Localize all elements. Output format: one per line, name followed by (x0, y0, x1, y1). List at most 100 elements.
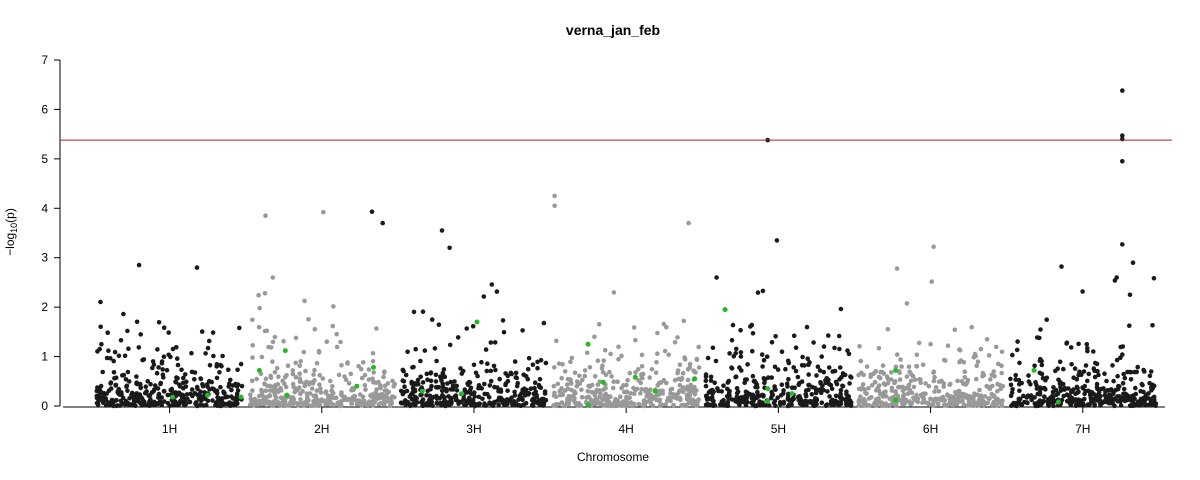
snp-point (270, 359, 275, 364)
snp-point (121, 311, 126, 317)
snp-point (400, 367, 406, 373)
snp-point (655, 383, 660, 388)
snp-point (260, 392, 265, 398)
snp-point (125, 369, 131, 375)
snp-point (119, 392, 124, 398)
snp-point (488, 378, 494, 384)
snp-point (551, 383, 557, 389)
snp-point (857, 344, 862, 349)
snp-point (660, 391, 665, 396)
snp-point (821, 369, 827, 375)
snp-point (572, 370, 578, 376)
snp-point (489, 282, 495, 287)
x-tick-label: 7H (1075, 422, 1090, 436)
snp-point (577, 381, 583, 386)
snp-point (358, 366, 364, 372)
highlighted-snp-point (354, 383, 360, 389)
snp-point (600, 397, 605, 402)
snp-point (175, 362, 181, 368)
snp-point (226, 367, 231, 373)
snp-point (281, 339, 286, 344)
snp-point (1095, 386, 1100, 392)
snp-point (180, 380, 186, 386)
snp-point (326, 400, 332, 405)
snp-point (432, 346, 438, 351)
snp-point (276, 374, 281, 380)
snp-point (206, 338, 212, 344)
snp-point (724, 394, 730, 399)
highlighted-snp-point (765, 386, 771, 392)
notable-snp-point (931, 244, 936, 250)
snp-point (1055, 391, 1061, 396)
snp-point (475, 373, 480, 379)
snp-point (1121, 391, 1126, 397)
snp-point (874, 400, 879, 405)
snp-point (1085, 402, 1091, 407)
snp-point (653, 370, 659, 376)
snp-point (893, 389, 898, 394)
snp-point (505, 373, 511, 379)
snp-point (99, 341, 104, 347)
snp-point (899, 364, 904, 369)
snp-point (995, 396, 1000, 402)
snp-point (683, 402, 688, 408)
notable-snp-point (321, 209, 326, 215)
snp-point (302, 381, 307, 386)
snp-point (215, 398, 220, 404)
snp-point (1133, 385, 1138, 391)
snp-point (500, 318, 506, 323)
snp-point (876, 346, 882, 351)
snp-point (584, 350, 590, 356)
snp-point (814, 373, 819, 378)
snp-point (758, 403, 763, 408)
snp-point (1142, 369, 1147, 374)
snp-point (595, 358, 601, 364)
snp-point (151, 401, 157, 407)
snp-point (743, 403, 749, 408)
notable-snp-point (552, 203, 557, 209)
snp-point (362, 372, 368, 378)
snp-point (692, 384, 697, 390)
snp-point (115, 389, 121, 394)
snp-point (1040, 375, 1046, 381)
snp-point (655, 330, 660, 336)
snp-point (302, 298, 307, 304)
snp-point (466, 400, 472, 406)
snp-point (580, 377, 585, 383)
snp-point (797, 401, 803, 406)
snp-point (440, 394, 445, 399)
snp-point (1073, 391, 1078, 397)
snp-point (1148, 369, 1154, 374)
snp-point (769, 375, 774, 380)
snp-point (760, 364, 765, 369)
snp-point (488, 368, 494, 374)
snp-point (170, 346, 176, 352)
snp-point (1103, 397, 1108, 403)
snp-point (494, 385, 500, 390)
snp-point (337, 399, 343, 405)
snp-point (634, 386, 640, 392)
snp-point (1034, 382, 1039, 388)
snp-point (282, 401, 288, 407)
snp-point (885, 381, 891, 386)
snp-point (1069, 362, 1074, 367)
snp-point (809, 392, 815, 397)
notable-snp-point (1120, 133, 1125, 138)
snp-point (1044, 317, 1049, 323)
snp-point (713, 358, 719, 364)
snp-point (1118, 403, 1124, 408)
snp-point (1121, 386, 1127, 392)
snp-point (837, 346, 842, 352)
snp-point (734, 390, 740, 396)
snp-point (288, 399, 293, 405)
snp-point (778, 393, 784, 398)
snp-point (995, 389, 1000, 394)
snp-point (721, 383, 726, 389)
snp-point (100, 369, 105, 375)
snp-point (1147, 373, 1153, 379)
snp-point (160, 367, 165, 372)
snp-point (631, 325, 637, 330)
snp-point (161, 325, 167, 331)
snp-point (678, 377, 684, 383)
y-tick-label: 1 (41, 350, 48, 364)
